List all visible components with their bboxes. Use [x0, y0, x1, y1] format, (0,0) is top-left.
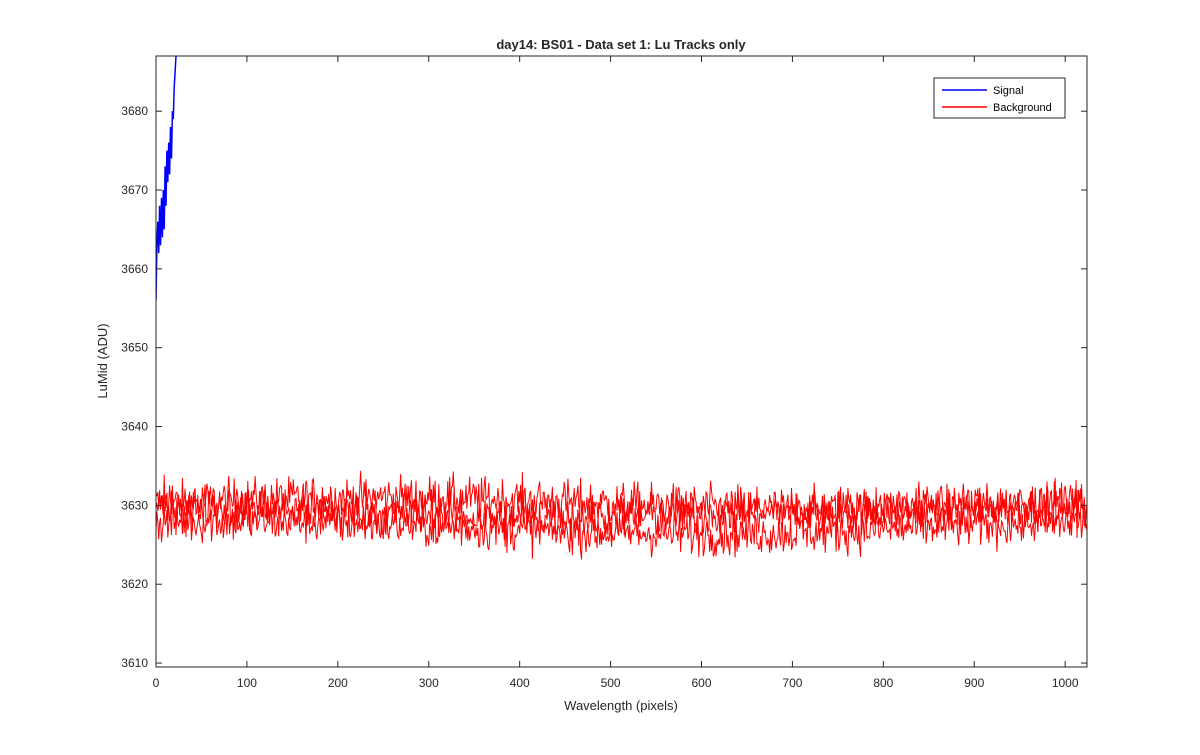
- legend: Signal Background: [933, 77, 1066, 119]
- y-tick-label: 3650: [121, 341, 148, 355]
- y-tick-label: 3630: [121, 498, 148, 512]
- y-tick-label: 3660: [121, 262, 148, 276]
- x-tick-label: 100: [237, 676, 257, 690]
- axes-box: [155, 55, 1088, 668]
- y-tick-label: 3620: [121, 577, 148, 591]
- legend-box: [933, 77, 1066, 119]
- x-ticks: 0 100 200 300 400 500 600 700 800 900 1000: [153, 56, 1079, 690]
- x-tick-label: 1000: [1052, 676, 1079, 690]
- y-tick-label: 3680: [121, 104, 148, 118]
- chart-title: day14: BS01 - Data set 1: Lu Tracks only: [496, 37, 746, 52]
- series-layer: [156, 56, 1087, 560]
- legend-signal-label: Signal: [993, 85, 1024, 97]
- x-tick-label: 500: [601, 676, 621, 690]
- x-tick-label: 0: [153, 676, 160, 690]
- x-tick-label: 300: [419, 676, 439, 690]
- y-tick-label: 3610: [121, 656, 148, 670]
- y-axis-label: LuMid (ADU): [95, 323, 110, 398]
- x-tick-label: 600: [691, 676, 711, 690]
- y-ticks: 3610 3620 3630 3640 3650 3660 3670 3680: [121, 104, 1087, 670]
- axes-background: [156, 56, 1087, 667]
- background-series-line: [156, 470, 1087, 536]
- y-tick-label: 3640: [121, 420, 148, 434]
- background-series-line: [156, 474, 1087, 543]
- x-axis-label: Wavelength (pixels): [564, 698, 678, 713]
- y-tick-label: 3670: [121, 183, 148, 197]
- x-tick-label: 400: [510, 676, 530, 690]
- x-tick-label: 800: [873, 676, 893, 690]
- legend-background-label: Background: [993, 102, 1052, 114]
- signal-series-line: [156, 56, 177, 301]
- background-series-line: [156, 492, 1087, 560]
- x-tick-label: 700: [782, 676, 802, 690]
- x-tick-label: 900: [964, 676, 984, 690]
- x-tick-label: 200: [328, 676, 348, 690]
